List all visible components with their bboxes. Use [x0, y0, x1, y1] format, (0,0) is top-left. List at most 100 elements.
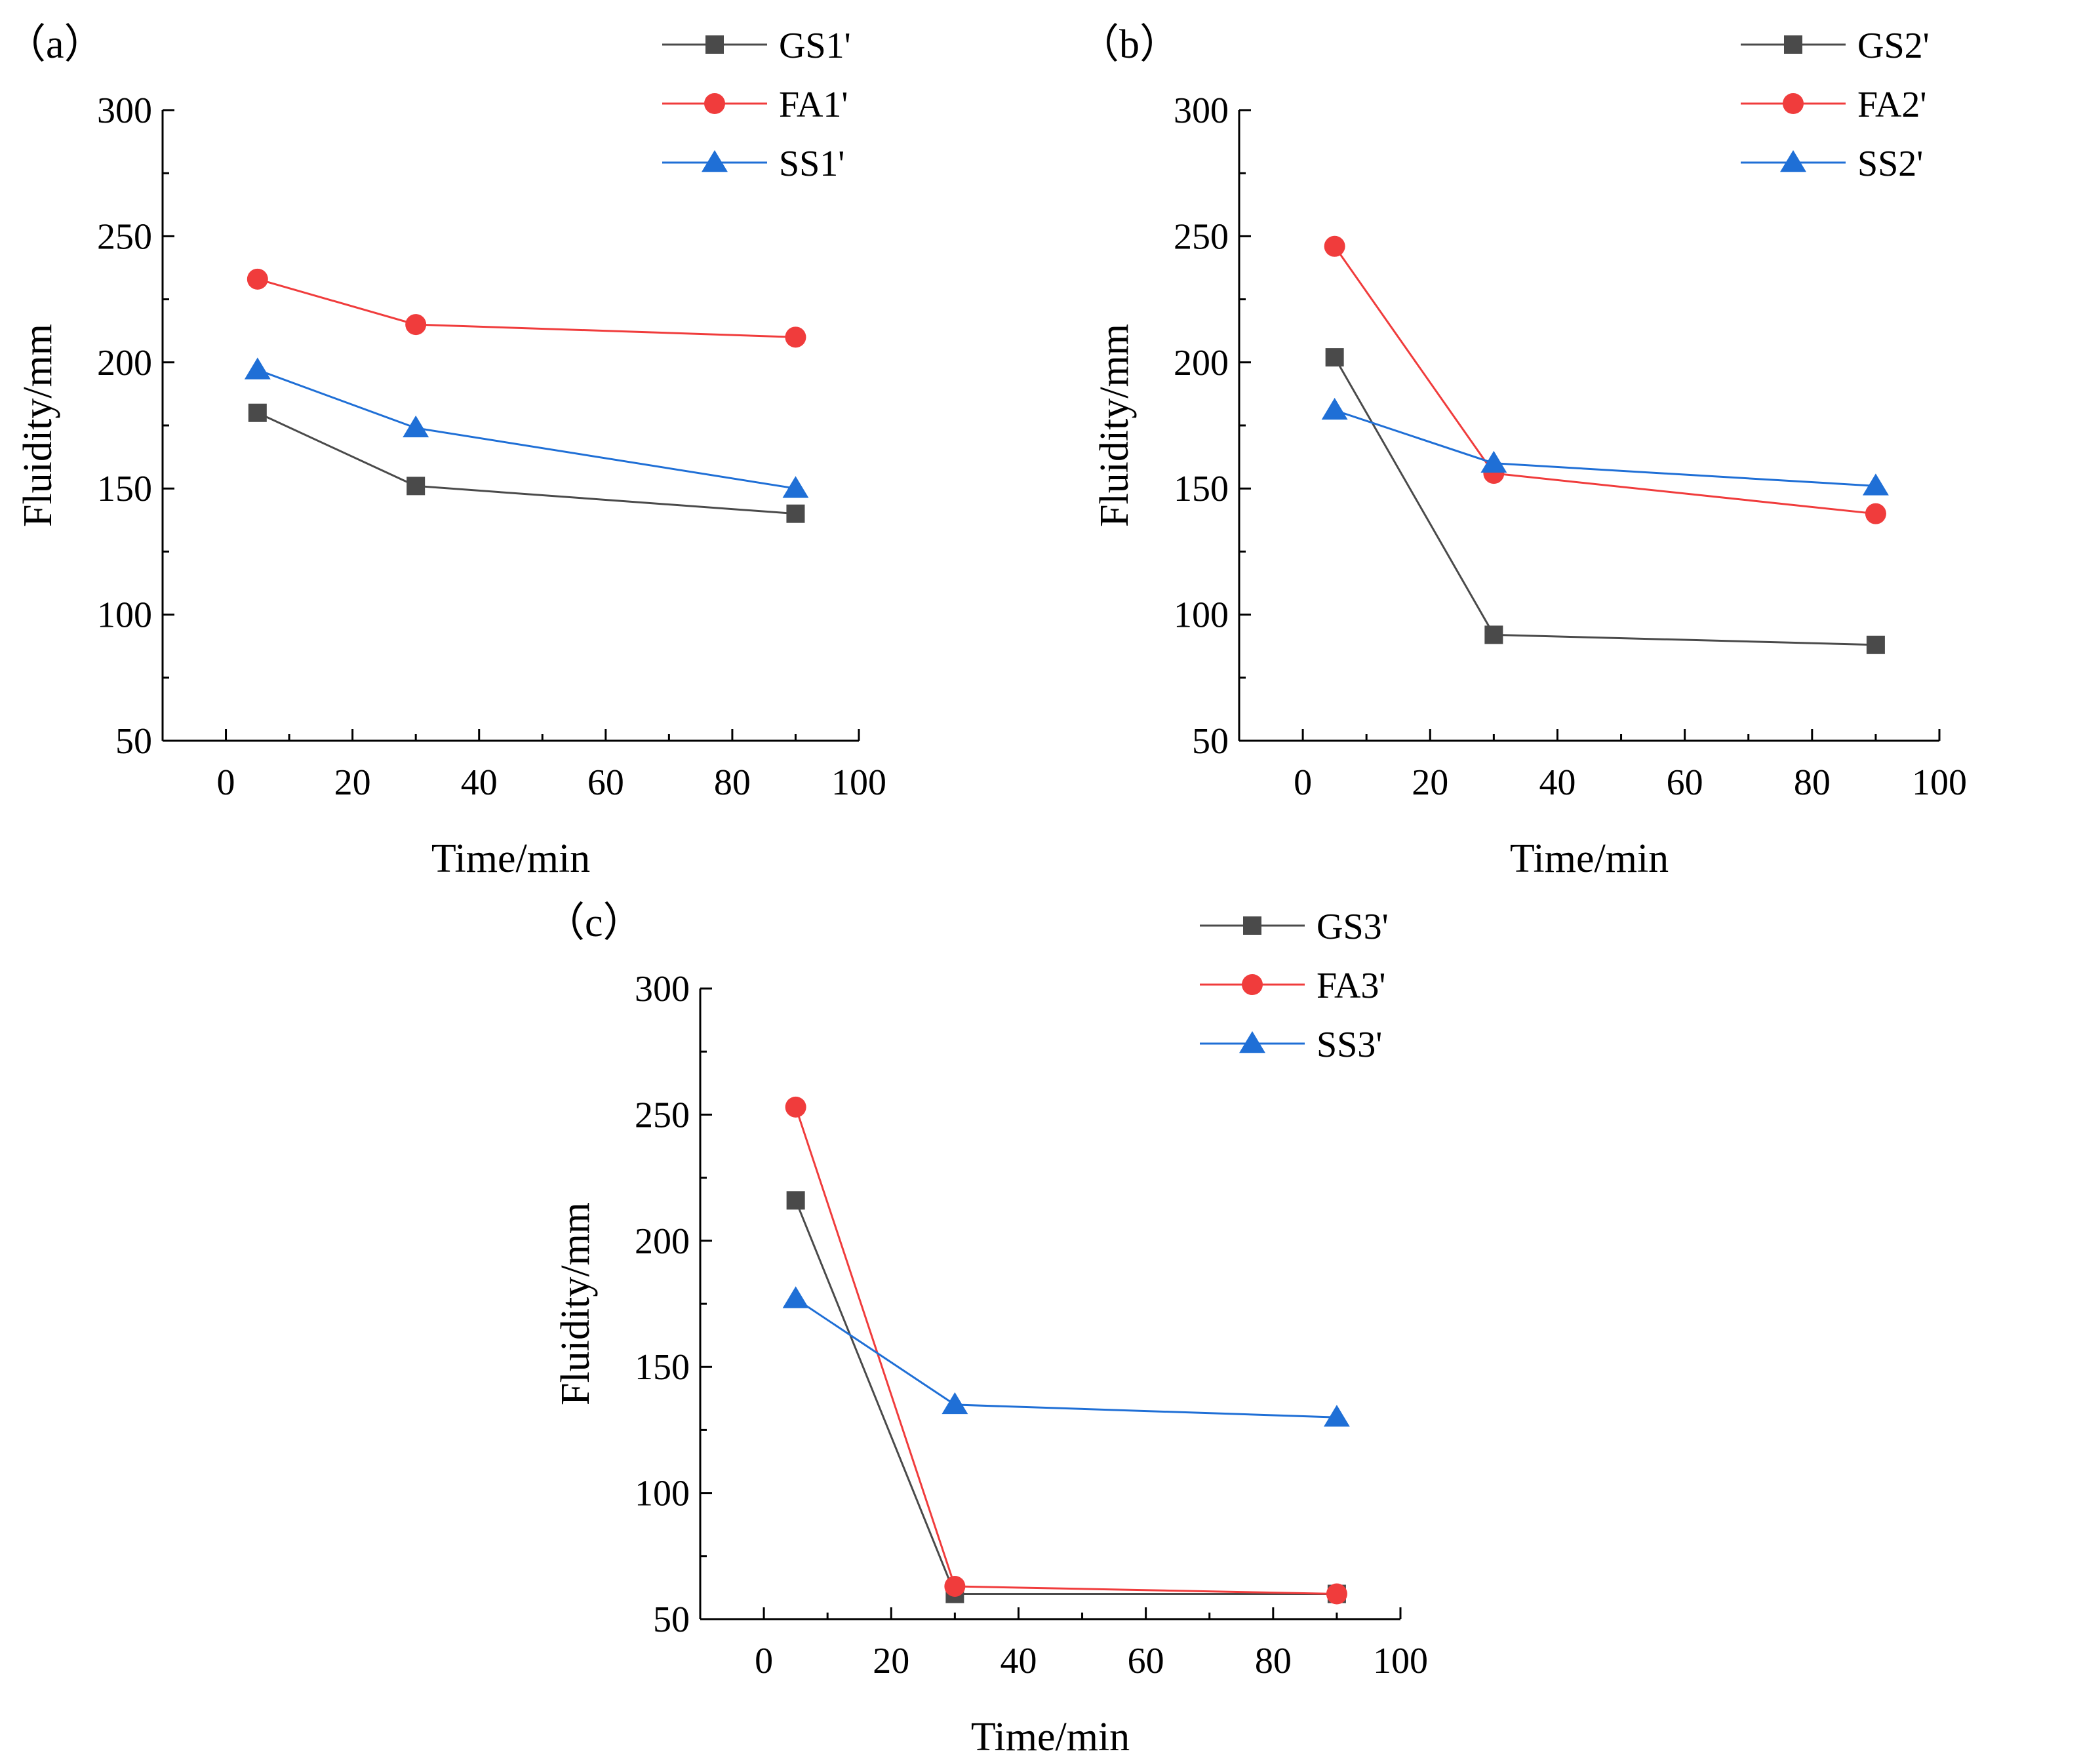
y-tick-label: 200 — [635, 1221, 690, 1262]
x-tick-label: 20 — [334, 762, 371, 803]
y-tick-label: 150 — [1174, 469, 1229, 509]
legend-marker-ss1 — [702, 150, 728, 172]
y-tick-label: 100 — [635, 1474, 690, 1514]
x-axis-title: Time/min — [431, 836, 590, 881]
data-point-ss2 — [1862, 473, 1889, 496]
series-line-gs2 — [1334, 357, 1876, 646]
data-point-ss1 — [244, 357, 271, 380]
y-tick-label: 50 — [115, 721, 152, 762]
x-tick-label: 0 — [217, 762, 235, 803]
series-line-fa1 — [257, 278, 796, 338]
series-line-fa3 — [795, 1107, 1337, 1596]
x-tick-label: 80 — [714, 762, 751, 803]
data-point-gs1 — [786, 504, 805, 523]
y-axis-title: Fluidity/mm — [16, 324, 60, 527]
legend-label-fa2: FA2' — [1857, 85, 1927, 125]
data-point-ss3 — [782, 1286, 809, 1308]
x-tick-label: 60 — [1128, 1641, 1164, 1681]
data-point-ss1 — [782, 476, 809, 498]
legend-label-ss3: SS3' — [1317, 1025, 1382, 1065]
data-point-gs2 — [1325, 348, 1344, 367]
data-point-fa3 — [944, 1575, 966, 1597]
chart-panel-2: （b） 50 100 150 200 250 300 0 20 40 60 80 100 Time/min… — [1079, 22, 1967, 881]
legend-marker-gs2 — [1784, 35, 1802, 54]
legend-label-ss2: SS2' — [1857, 144, 1923, 184]
y-tick-label: 50 — [653, 1599, 690, 1640]
x-tick-label: 60 — [1667, 762, 1703, 803]
data-point-ss3 — [941, 1392, 968, 1415]
series-line-ss1 — [257, 368, 796, 490]
panel-label: （a） — [5, 22, 105, 67]
legend-marker-ss2 — [1780, 150, 1806, 172]
data-point-gs2 — [1484, 625, 1503, 644]
y-tick-label: 250 — [1174, 216, 1229, 257]
x-tick-label: 60 — [587, 762, 624, 803]
y-tick-label: 100 — [1174, 595, 1229, 636]
legend: GS2' FA2' SS2' — [1741, 26, 1930, 184]
legend-marker-fa2 — [1783, 93, 1804, 114]
y-tick-label: 250 — [97, 216, 152, 257]
legend-label-gs3: GS3' — [1317, 907, 1389, 947]
y-tick-label: 300 — [635, 969, 690, 1009]
y-axis-title: Fluidity/mm — [553, 1202, 598, 1405]
y-axis-title: Fluidity/mm — [1092, 324, 1137, 527]
series-line-ss2 — [1334, 409, 1876, 487]
panel-label: （b） — [1079, 22, 1180, 67]
data-point-ss3 — [1323, 1405, 1350, 1427]
chart-panel-1: （a） 50 100 150 200 250 300 0 20 40 60 80 100 Time/min… — [5, 22, 886, 881]
legend-marker-ss3 — [1239, 1031, 1265, 1053]
series-line-gs1 — [257, 412, 796, 515]
x-tick-label: 100 — [831, 762, 886, 803]
legend-label-gs2: GS2' — [1857, 26, 1930, 66]
x-tick-label: 80 — [1794, 762, 1831, 803]
y-tick-label: 200 — [97, 343, 152, 383]
legend-label-fa3: FA3' — [1317, 966, 1386, 1006]
legend-marker-fa3 — [1242, 974, 1263, 995]
x-tick-label: 20 — [873, 1641, 909, 1681]
y-tick-label: 200 — [1174, 343, 1229, 383]
data-point-fa2 — [1865, 503, 1886, 524]
data-point-gs3 — [786, 1191, 805, 1210]
data-point-ss1 — [403, 415, 429, 438]
legend: GS3' FA3' SS3' — [1200, 907, 1389, 1065]
x-tick-label: 0 — [1294, 762, 1312, 803]
data-point-fa3 — [1326, 1583, 1347, 1605]
data-point-fa1 — [785, 326, 806, 348]
x-tick-label: 0 — [755, 1641, 773, 1681]
x-tick-label: 40 — [1539, 762, 1576, 803]
y-tick-label: 150 — [635, 1347, 690, 1388]
data-point-ss2 — [1321, 397, 1348, 420]
data-point-gs1 — [406, 477, 426, 496]
data-point-ss2 — [1480, 450, 1507, 473]
x-tick-label: 100 — [1912, 762, 1967, 803]
series-line-gs3 — [795, 1200, 1337, 1596]
legend-marker-gs3 — [1243, 916, 1261, 935]
x-tick-label: 40 — [461, 762, 498, 803]
y-tick-label: 250 — [635, 1095, 690, 1135]
legend-label-ss1: SS1' — [779, 144, 844, 184]
x-tick-label: 100 — [1373, 1641, 1428, 1681]
legend-marker-gs1 — [705, 35, 724, 54]
chart-panel-3: （c） 50 100 150 200 250 300 0 20 40 60 80 100 Time/min… — [544, 901, 1428, 1759]
data-point-fa1 — [247, 268, 268, 290]
data-point-fa1 — [405, 314, 427, 336]
x-tick-label: 80 — [1255, 1641, 1292, 1681]
x-axis-title: Time/min — [1510, 836, 1669, 881]
legend-label-gs1: GS1' — [779, 26, 851, 66]
legend-marker-fa1 — [704, 93, 725, 114]
legend: GS1' FA1' SS1' — [662, 26, 851, 184]
x-tick-label: 40 — [1000, 1641, 1037, 1681]
x-axis-title: Time/min — [971, 1715, 1130, 1759]
y-tick-label: 300 — [1174, 90, 1229, 131]
data-point-fa2 — [1324, 235, 1345, 257]
data-point-gs1 — [248, 403, 267, 422]
y-tick-label: 50 — [1192, 721, 1229, 762]
series-line-fa2 — [1334, 245, 1876, 515]
y-tick-label: 150 — [97, 469, 152, 509]
y-tick-label: 100 — [97, 595, 152, 636]
data-point-gs2 — [1866, 635, 1885, 654]
x-tick-label: 20 — [1412, 762, 1448, 803]
legend-label-fa1: FA1' — [779, 85, 848, 125]
panel-label: （c） — [544, 901, 644, 945]
